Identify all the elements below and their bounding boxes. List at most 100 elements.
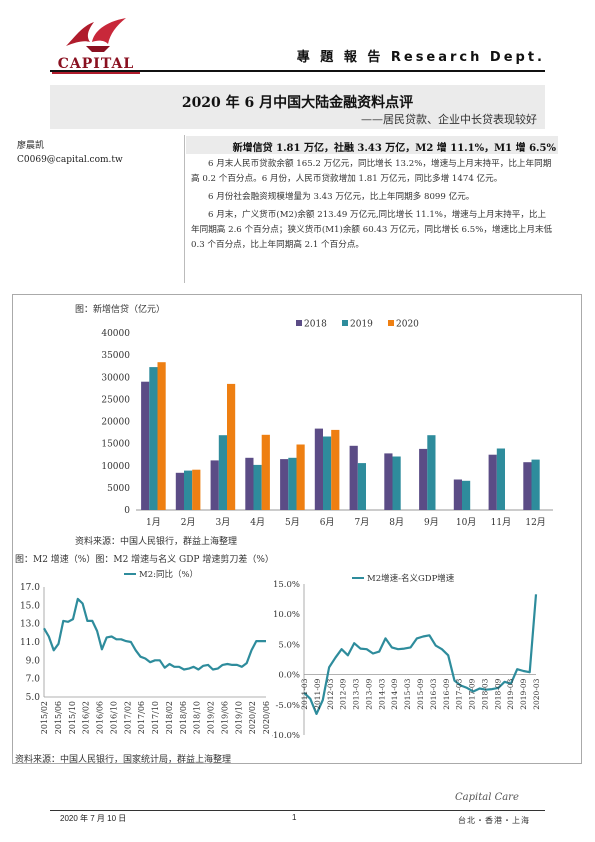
bar-2019 <box>323 436 332 510</box>
author-email[interactable]: C0069@capital.com.tw <box>17 155 123 165</box>
x-tick-label: 2011-03 <box>300 678 309 709</box>
y-tick-label: 10.0% <box>273 610 300 620</box>
bar-2018 <box>419 448 428 510</box>
series-line <box>303 594 538 715</box>
bar-2019 <box>253 464 262 510</box>
bar-2019 <box>149 367 158 510</box>
header-title: 專 題 報 告 Research Dept. <box>296 50 545 65</box>
x-tick-label: 2019/06 <box>220 701 229 734</box>
x-tick-label: 2014-09 <box>390 678 399 709</box>
bar-2019 <box>392 456 401 510</box>
bar-2019 <box>496 448 505 510</box>
x-tick-label: 12月 <box>525 517 545 528</box>
y-tick-label: 15.0 <box>20 601 40 611</box>
x-tick-label: 2017-09 <box>468 678 477 709</box>
x-tick-label: 2019/10 <box>234 701 243 734</box>
footer-date: 2020 年 7 月 10 日 <box>60 814 127 823</box>
x-tick-label: 11月 <box>491 517 511 528</box>
bar-2019 <box>427 435 436 510</box>
x-tick-label: 2018/06 <box>179 701 188 734</box>
x-tick-label: 2月 <box>181 517 196 528</box>
y-tick-label: 7.0 <box>26 675 41 685</box>
x-tick-label: 2013-09 <box>364 678 373 709</box>
legend-label: M2增速-名义GDP增速 <box>367 573 455 584</box>
y-tick-label: 11.0 <box>20 638 40 648</box>
y-tick-label: 25000 <box>101 395 130 405</box>
bar-2020 <box>192 469 201 510</box>
x-tick-label: 6月 <box>320 517 335 528</box>
x-tick-label: 2018-09 <box>493 678 502 709</box>
bar-2019 <box>531 459 540 510</box>
column-divider <box>184 135 185 283</box>
bar-2018 <box>280 459 289 510</box>
bar-2019 <box>462 480 471 510</box>
lower-charts-source: 资料来源：中国人民银行，国家统计局，群益上海整理 <box>15 755 232 765</box>
x-tick-label: 5月 <box>285 517 300 528</box>
x-tick-label: 10月 <box>456 517 476 528</box>
x-tick-label: 1月 <box>146 517 161 528</box>
bar-2019 <box>357 463 366 510</box>
bar-2018 <box>453 479 462 510</box>
x-tick-label: 2011-09 <box>313 678 322 709</box>
y-tick-label: 17.0 <box>20 583 40 593</box>
x-tick-label: 2015-09 <box>416 678 425 709</box>
legend-label: M2:同比（%） <box>139 569 198 580</box>
x-tick-label: 7月 <box>355 517 370 528</box>
new-loans-bar-chart: 0 5000 10000 15000 20000 25000 30000 35000 40000… <box>101 320 553 528</box>
m2-gdp-gap-line-chart: -10.0% -5.0% 0.0% 5.0% 10.0% 15.0% 2011-03 2011… <box>272 573 541 741</box>
bar-2020 <box>331 429 340 510</box>
x-tick-label: 2012-03 <box>326 678 335 709</box>
x-tick-label: 2017/10 <box>151 701 160 734</box>
y-tick-label: 5.0 <box>26 693 41 703</box>
author-name: 廖晨凯 <box>17 141 45 151</box>
capital-bird-icon <box>66 18 126 52</box>
y-tick-label: -5.0% <box>276 701 300 711</box>
lower-charts-caption: 图：M2 增速（%）图：M2 增速与名义 GDP 增速剪刀差（%） <box>15 555 274 565</box>
headline: 新增信贷 1.81 万亿，社融 3.43 万亿，M2 增 11.1%，M1 增 … <box>232 143 556 154</box>
x-tick-label: 2020/06 <box>262 701 271 734</box>
x-tick-label: 9月 <box>424 517 439 528</box>
x-tick-label: 2015/10 <box>68 701 77 734</box>
bar-2018 <box>349 445 358 510</box>
y-tick-label: 15000 <box>101 440 130 450</box>
x-tick-label: 2018/02 <box>165 701 174 734</box>
y-tick-label: 10000 <box>101 462 130 472</box>
x-tick-label: 2016-09 <box>442 678 451 709</box>
chart-frame <box>12 294 582 764</box>
x-tick-label: 2018/10 <box>193 701 202 734</box>
y-tick-label: 13.0 <box>20 620 40 630</box>
y-tick-label: 5000 <box>107 484 130 494</box>
x-tick-label: 2016/10 <box>109 701 118 734</box>
legend-swatch-2018 <box>296 320 302 326</box>
x-tick-label: 2013-03 <box>352 678 361 709</box>
bar-2018 <box>245 457 254 510</box>
bar-2018 <box>523 462 532 510</box>
summary-paragraph: 6 月份社会融资规模增量为 3.43 万亿元，比上年同期多 8099 亿元。 <box>208 192 475 202</box>
m2-growth-line-chart: 5.0 7.0 9.0 11.0 13.0 15.0 17.0 2015/02 2015/06 2… <box>20 569 271 734</box>
x-tick-label: 2015/02 <box>40 701 49 734</box>
legend-swatch-2020 <box>388 320 394 326</box>
x-tick-label: 2017-03 <box>455 678 464 709</box>
report-subtitle: ——居民贷款、企业中长贷表现较好 <box>361 113 537 126</box>
x-tick-label: 2014-03 <box>377 678 386 709</box>
y-tick-label: 35000 <box>101 351 130 361</box>
x-tick-label: 3月 <box>216 517 231 528</box>
x-tick-label: 2020/02 <box>248 701 257 734</box>
x-tick-label: 8月 <box>389 517 404 528</box>
bar-2020 <box>157 362 166 510</box>
page-number: 1 <box>292 813 297 822</box>
x-tick-label: 2015/06 <box>54 701 63 734</box>
summary-body: 6 月末人民币贷款余额 165.2 万亿元，同比增长 13.2%，增速与上月末持… <box>191 157 553 256</box>
y-tick-label: 30000 <box>101 373 130 383</box>
bar-2019 <box>218 435 227 510</box>
x-tick-label: 4月 <box>250 517 265 528</box>
headline-box: 新增信贷 1.81 万亿，社融 3.43 万亿，M2 增 11.1%，M1 增 … <box>186 136 558 154</box>
series-line <box>43 597 266 671</box>
legend-label-2019: 2019 <box>350 320 373 330</box>
summary-paragraph: 6 月末人民币贷款余额 165.2 万亿元，同比增长 13.2%，增速与上月末持… <box>191 159 552 184</box>
bar-2018 <box>141 381 150 510</box>
x-tick-label: 2017/06 <box>137 701 146 734</box>
y-tick-label: -10.0% <box>272 731 300 741</box>
bar-2020 <box>296 444 305 510</box>
summary-paragraph: 6 月末，广义货币(M2)余额 213.49 万亿元,同比增长 11.1%，增速… <box>191 210 553 250</box>
